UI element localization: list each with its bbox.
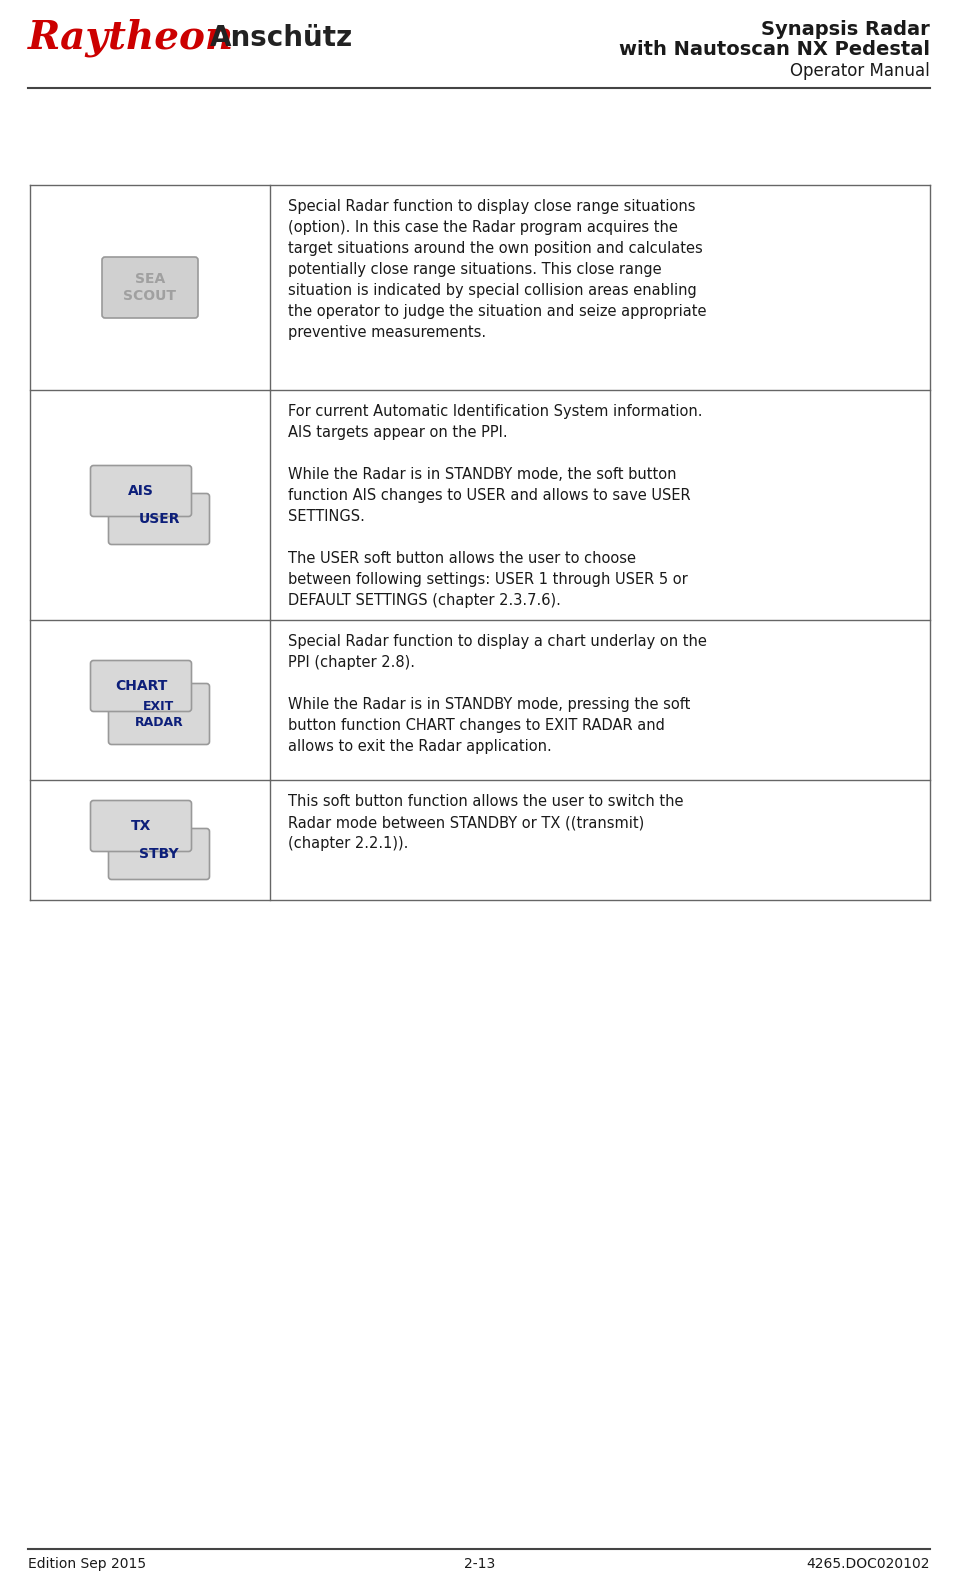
Text: SEA
SCOUT: SEA SCOUT [124, 272, 176, 304]
Text: Special Radar function to display a chart underlay on the
PPI (chapter 2.8).

Wh: Special Radar function to display a char… [288, 633, 707, 754]
FancyBboxPatch shape [90, 466, 192, 517]
Text: 2-13: 2-13 [464, 1558, 495, 1570]
Text: Raytheon: Raytheon [28, 19, 234, 57]
Text: 4265.DOC020102: 4265.DOC020102 [807, 1558, 930, 1570]
FancyBboxPatch shape [108, 684, 209, 745]
Text: Operator Manual: Operator Manual [790, 62, 930, 80]
Text: USER: USER [138, 512, 179, 527]
Text: For current Automatic Identification System information.
AIS targets appear on t: For current Automatic Identification Sys… [288, 404, 703, 608]
Text: This soft button function allows the user to switch the
Radar mode between STAND: This soft button function allows the use… [288, 794, 684, 851]
FancyBboxPatch shape [90, 800, 192, 851]
FancyBboxPatch shape [108, 829, 209, 880]
Text: EXIT
RADAR: EXIT RADAR [134, 700, 183, 729]
Text: Special Radar function to display close range situations
(option). In this case : Special Radar function to display close … [288, 199, 707, 340]
Text: Anschütz: Anschütz [210, 24, 353, 53]
FancyBboxPatch shape [90, 660, 192, 711]
Text: Synapsis Radar: Synapsis Radar [761, 21, 930, 40]
Text: TX: TX [130, 819, 152, 834]
Text: with Nautoscan NX Pedestal: with Nautoscan NX Pedestal [619, 40, 930, 59]
FancyBboxPatch shape [102, 258, 198, 318]
Text: CHART: CHART [115, 679, 167, 694]
Text: STBY: STBY [139, 846, 178, 861]
FancyBboxPatch shape [108, 493, 209, 544]
Text: Edition Sep 2015: Edition Sep 2015 [28, 1558, 146, 1570]
Text: AIS: AIS [129, 484, 154, 498]
